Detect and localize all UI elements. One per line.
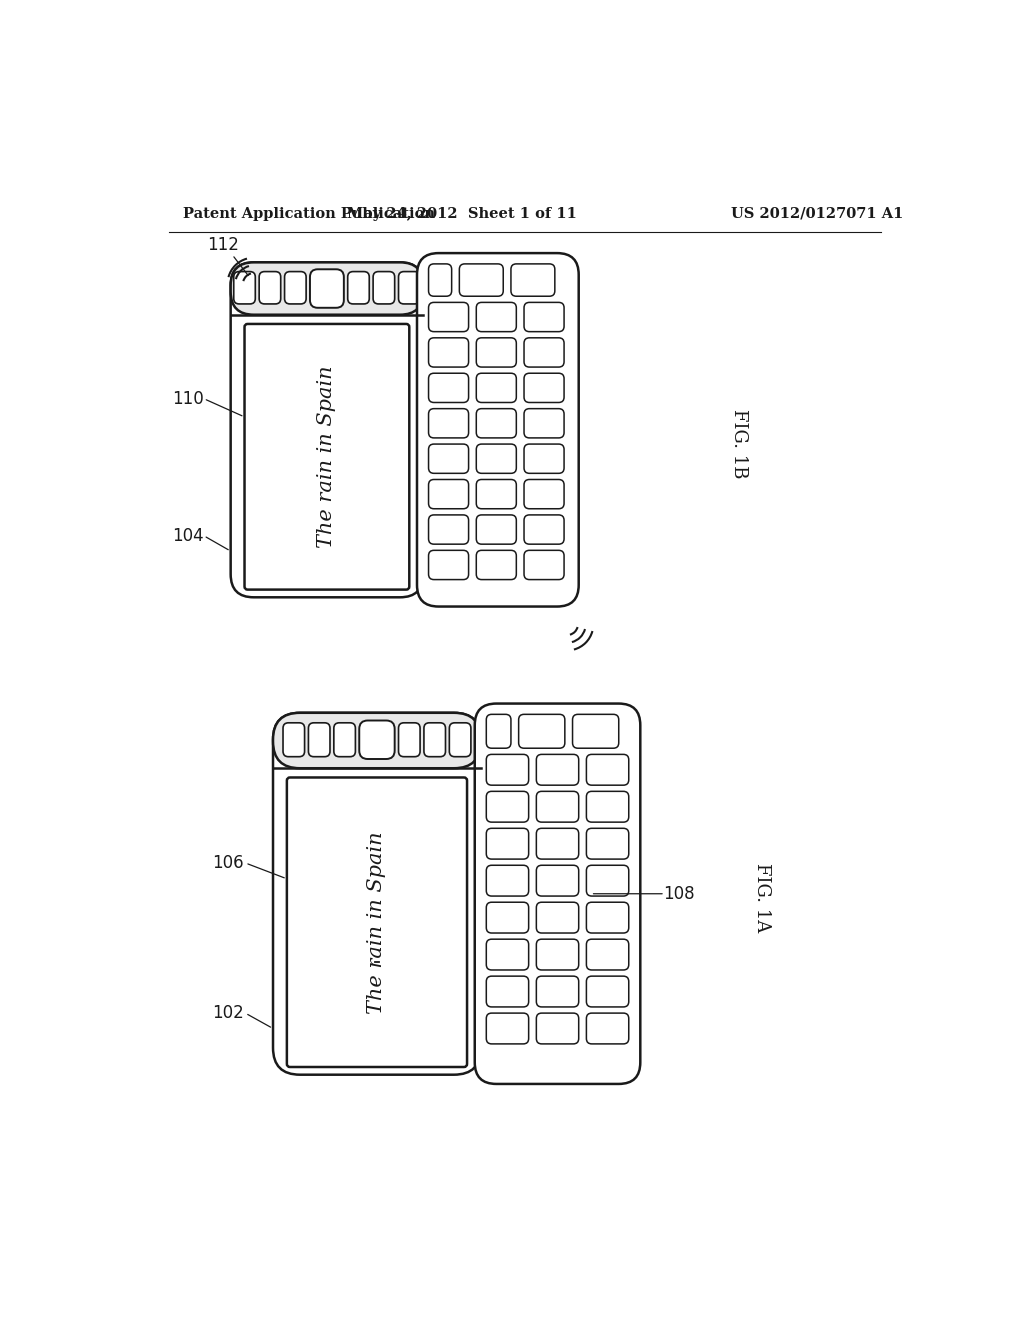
FancyBboxPatch shape	[233, 272, 255, 304]
FancyBboxPatch shape	[524, 302, 564, 331]
FancyBboxPatch shape	[476, 409, 516, 438]
FancyBboxPatch shape	[429, 444, 469, 474]
FancyBboxPatch shape	[429, 515, 469, 544]
FancyBboxPatch shape	[476, 550, 516, 579]
FancyBboxPatch shape	[373, 272, 394, 304]
Text: The rain in Spain: The rain in Spain	[368, 830, 386, 1014]
Text: 112: 112	[207, 236, 239, 255]
FancyBboxPatch shape	[334, 723, 355, 756]
FancyBboxPatch shape	[398, 723, 420, 756]
FancyBboxPatch shape	[486, 977, 528, 1007]
Text: May 24, 2012  Sheet 1 of 11: May 24, 2012 Sheet 1 of 11	[347, 207, 577, 220]
FancyBboxPatch shape	[486, 866, 528, 896]
FancyBboxPatch shape	[537, 866, 579, 896]
FancyBboxPatch shape	[486, 829, 528, 859]
FancyBboxPatch shape	[230, 263, 423, 314]
FancyBboxPatch shape	[537, 792, 579, 822]
FancyBboxPatch shape	[518, 714, 565, 748]
FancyBboxPatch shape	[537, 755, 579, 785]
FancyBboxPatch shape	[511, 264, 555, 296]
FancyBboxPatch shape	[475, 704, 640, 1084]
Text: 106: 106	[213, 854, 244, 873]
FancyBboxPatch shape	[285, 272, 306, 304]
FancyBboxPatch shape	[587, 977, 629, 1007]
FancyBboxPatch shape	[476, 515, 516, 544]
FancyBboxPatch shape	[587, 1014, 629, 1044]
FancyBboxPatch shape	[476, 302, 516, 331]
FancyBboxPatch shape	[476, 338, 516, 367]
Text: The rain in Spain: The rain in Spain	[317, 366, 337, 548]
FancyBboxPatch shape	[476, 479, 516, 508]
FancyBboxPatch shape	[524, 374, 564, 403]
FancyBboxPatch shape	[417, 253, 579, 607]
FancyBboxPatch shape	[460, 264, 503, 296]
Text: US 2012/0127071 A1: US 2012/0127071 A1	[731, 207, 903, 220]
FancyBboxPatch shape	[273, 713, 481, 1074]
FancyBboxPatch shape	[486, 792, 528, 822]
FancyBboxPatch shape	[348, 272, 370, 304]
FancyBboxPatch shape	[308, 723, 330, 756]
FancyBboxPatch shape	[537, 940, 579, 970]
FancyBboxPatch shape	[587, 792, 629, 822]
FancyBboxPatch shape	[476, 374, 516, 403]
FancyBboxPatch shape	[287, 777, 467, 1067]
FancyBboxPatch shape	[537, 977, 579, 1007]
FancyBboxPatch shape	[429, 338, 469, 367]
FancyBboxPatch shape	[429, 374, 469, 403]
Text: Patent Application Publication: Patent Application Publication	[183, 207, 435, 220]
FancyBboxPatch shape	[572, 714, 618, 748]
FancyBboxPatch shape	[450, 723, 471, 756]
FancyBboxPatch shape	[259, 272, 281, 304]
FancyBboxPatch shape	[537, 1014, 579, 1044]
FancyBboxPatch shape	[486, 940, 528, 970]
FancyBboxPatch shape	[537, 829, 579, 859]
FancyBboxPatch shape	[486, 714, 511, 748]
FancyBboxPatch shape	[283, 723, 304, 756]
FancyBboxPatch shape	[587, 755, 629, 785]
FancyBboxPatch shape	[486, 903, 528, 933]
FancyBboxPatch shape	[524, 479, 564, 508]
FancyBboxPatch shape	[424, 723, 445, 756]
FancyBboxPatch shape	[230, 263, 423, 598]
Text: 104: 104	[172, 527, 204, 545]
FancyBboxPatch shape	[524, 338, 564, 367]
FancyBboxPatch shape	[524, 550, 564, 579]
FancyBboxPatch shape	[429, 264, 452, 296]
FancyBboxPatch shape	[587, 940, 629, 970]
FancyBboxPatch shape	[524, 444, 564, 474]
FancyBboxPatch shape	[359, 721, 394, 759]
FancyBboxPatch shape	[429, 302, 469, 331]
FancyBboxPatch shape	[587, 903, 629, 933]
FancyBboxPatch shape	[273, 713, 481, 768]
Text: 102: 102	[212, 1005, 245, 1022]
Text: 110: 110	[172, 389, 204, 408]
FancyBboxPatch shape	[524, 409, 564, 438]
FancyBboxPatch shape	[587, 866, 629, 896]
Text: 108: 108	[663, 884, 694, 903]
FancyBboxPatch shape	[429, 479, 469, 508]
FancyBboxPatch shape	[537, 903, 579, 933]
Text: FIG. 1A: FIG. 1A	[753, 863, 771, 932]
FancyBboxPatch shape	[476, 444, 516, 474]
FancyBboxPatch shape	[398, 272, 420, 304]
FancyBboxPatch shape	[524, 515, 564, 544]
FancyBboxPatch shape	[429, 550, 469, 579]
FancyBboxPatch shape	[429, 409, 469, 438]
FancyBboxPatch shape	[245, 323, 410, 590]
Text: FIG. 1B: FIG. 1B	[730, 409, 748, 478]
FancyBboxPatch shape	[486, 755, 528, 785]
FancyBboxPatch shape	[587, 829, 629, 859]
FancyBboxPatch shape	[486, 1014, 528, 1044]
FancyBboxPatch shape	[310, 269, 344, 308]
